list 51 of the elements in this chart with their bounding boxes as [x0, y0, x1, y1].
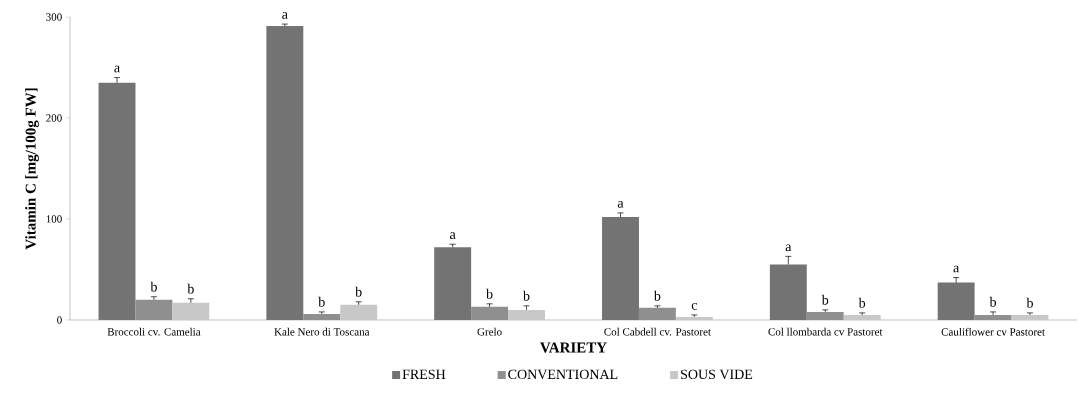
x-tick-label: Cauliflower cv Pastoret — [941, 327, 1045, 336]
data-label: b — [187, 283, 194, 294]
y-tick-label: 200 — [46, 114, 62, 122]
bar — [172, 302, 210, 320]
x-tick-label: Kale Nero di Toscana — [274, 327, 370, 336]
data-label: c — [691, 303, 698, 310]
bar — [434, 247, 472, 320]
x-axis-title: VARIETY — [540, 342, 607, 353]
data-label: b — [523, 290, 530, 301]
bar — [266, 26, 304, 320]
data-label: b — [318, 296, 325, 307]
data-label: a — [450, 232, 456, 240]
bar — [638, 307, 676, 320]
bar — [340, 304, 378, 320]
x-tick-label: Col Cabdell cv. Pastoret — [604, 327, 711, 336]
bar — [806, 311, 844, 320]
data-label: a — [785, 244, 792, 252]
data-label: b — [858, 297, 866, 308]
y-tick-label: 0 — [57, 316, 62, 324]
data-label: b — [486, 288, 493, 299]
bar — [135, 299, 173, 320]
x-tick-label: Grelo — [477, 327, 502, 336]
data-label: a — [617, 201, 624, 208]
data-label: b — [653, 290, 661, 301]
bar — [843, 314, 881, 320]
bar — [602, 216, 639, 320]
data-label: b — [989, 296, 997, 307]
y-axis-title: Vitamin C [mg/100g FW] — [25, 88, 39, 250]
bar — [769, 264, 807, 320]
data-label: a — [114, 65, 120, 73]
data-label: a — [953, 265, 960, 273]
bar — [471, 306, 509, 320]
data-label: b — [355, 286, 362, 297]
bar — [675, 316, 713, 320]
bar — [937, 282, 975, 320]
data-label: a — [282, 12, 288, 19]
y-tick-label: 300 — [46, 13, 62, 21]
legend-label: SOUS VIDE — [681, 369, 753, 380]
data-label: b — [1026, 297, 1033, 308]
bar — [974, 314, 1012, 320]
bar — [508, 309, 545, 320]
x-tick-label: Col llombarda cv Pastoret — [768, 327, 883, 336]
y-tick-label: 100 — [46, 215, 62, 223]
data-label: b — [821, 294, 829, 305]
bar — [98, 82, 136, 320]
legend-label: CONVENTIONAL — [508, 369, 618, 380]
bar — [1011, 314, 1049, 320]
legend-label: FRESH — [402, 369, 446, 380]
x-tick-label: Broccoli cv. Camelia — [107, 327, 201, 336]
data-label: b — [150, 281, 157, 292]
bar — [303, 313, 341, 320]
